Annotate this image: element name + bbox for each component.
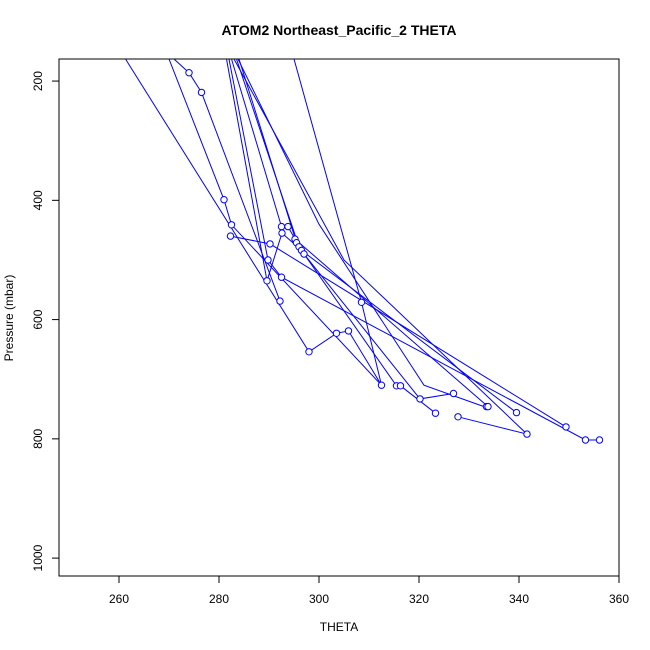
- data-point-36: [595, 436, 604, 444]
- series-line-5: [230, 235, 567, 428]
- data-point-13: [278, 229, 286, 237]
- data-point-7: [264, 256, 272, 264]
- series-line-4: [226, 59, 517, 413]
- y-axis: 200 400 600 800 1000: [31, 71, 59, 571]
- data-point-19: [357, 298, 366, 306]
- data-point-23: [377, 381, 386, 389]
- data-point-2: [197, 88, 206, 97]
- x-tick-label: 260: [109, 592, 129, 606]
- chart-title: ATOM2 Northeast_Pacific_2 THETA: [222, 22, 457, 38]
- x-axis: 260 280 300 320 340 360: [109, 576, 629, 606]
- series-line-1: [125, 59, 382, 386]
- data-point-30: [512, 408, 521, 417]
- data-point-11: [277, 222, 286, 231]
- series-line-6: [228, 59, 600, 441]
- data-point-26: [416, 395, 424, 403]
- x-tick-label: 340: [509, 592, 529, 606]
- data-point-3: [220, 196, 228, 204]
- series-line-11: [237, 59, 485, 408]
- data-point-10: [276, 297, 284, 305]
- series-line-2: [168, 59, 382, 386]
- y-tick-label: 400: [31, 190, 45, 210]
- data-point-20: [344, 327, 353, 335]
- data-point-22: [305, 348, 313, 356]
- series-line-3: [173, 59, 281, 302]
- series-line-10: [233, 59, 529, 436]
- data-point-18: [300, 250, 308, 258]
- series-line-9: [236, 59, 436, 414]
- x-tick-label: 320: [409, 592, 429, 606]
- data-point-5: [226, 232, 235, 240]
- data-point-21: [332, 329, 341, 337]
- data-point-32: [454, 413, 462, 421]
- data-point-35: [581, 436, 590, 444]
- data-point-6: [266, 240, 274, 248]
- data-point-1: [185, 69, 193, 77]
- points-layer: [185, 69, 604, 444]
- x-tick-label: 360: [609, 592, 629, 606]
- y-axis-label: Pressure (mbar): [2, 275, 16, 362]
- data-point-9: [277, 273, 286, 281]
- data-point-4: [227, 221, 236, 229]
- data-point-33: [562, 423, 570, 431]
- data-point-27: [449, 389, 458, 398]
- data-point-25: [396, 382, 405, 390]
- y-tick-label: 200: [31, 71, 45, 91]
- x-tick-label: 300: [309, 592, 329, 606]
- data-point-8: [263, 277, 271, 285]
- x-tick-label: 280: [209, 592, 229, 606]
- y-tick-label: 600: [31, 309, 45, 329]
- data-point-29: [484, 402, 492, 411]
- x-axis-label: THETA: [320, 620, 358, 634]
- data-point-12: [284, 222, 292, 231]
- series-layer: [125, 59, 600, 441]
- y-tick-label: 800: [31, 428, 45, 448]
- data-point-31: [431, 409, 440, 417]
- y-tick-label: 1000: [31, 544, 45, 571]
- plot-frame: [58, 58, 620, 577]
- data-point-34: [523, 430, 531, 438]
